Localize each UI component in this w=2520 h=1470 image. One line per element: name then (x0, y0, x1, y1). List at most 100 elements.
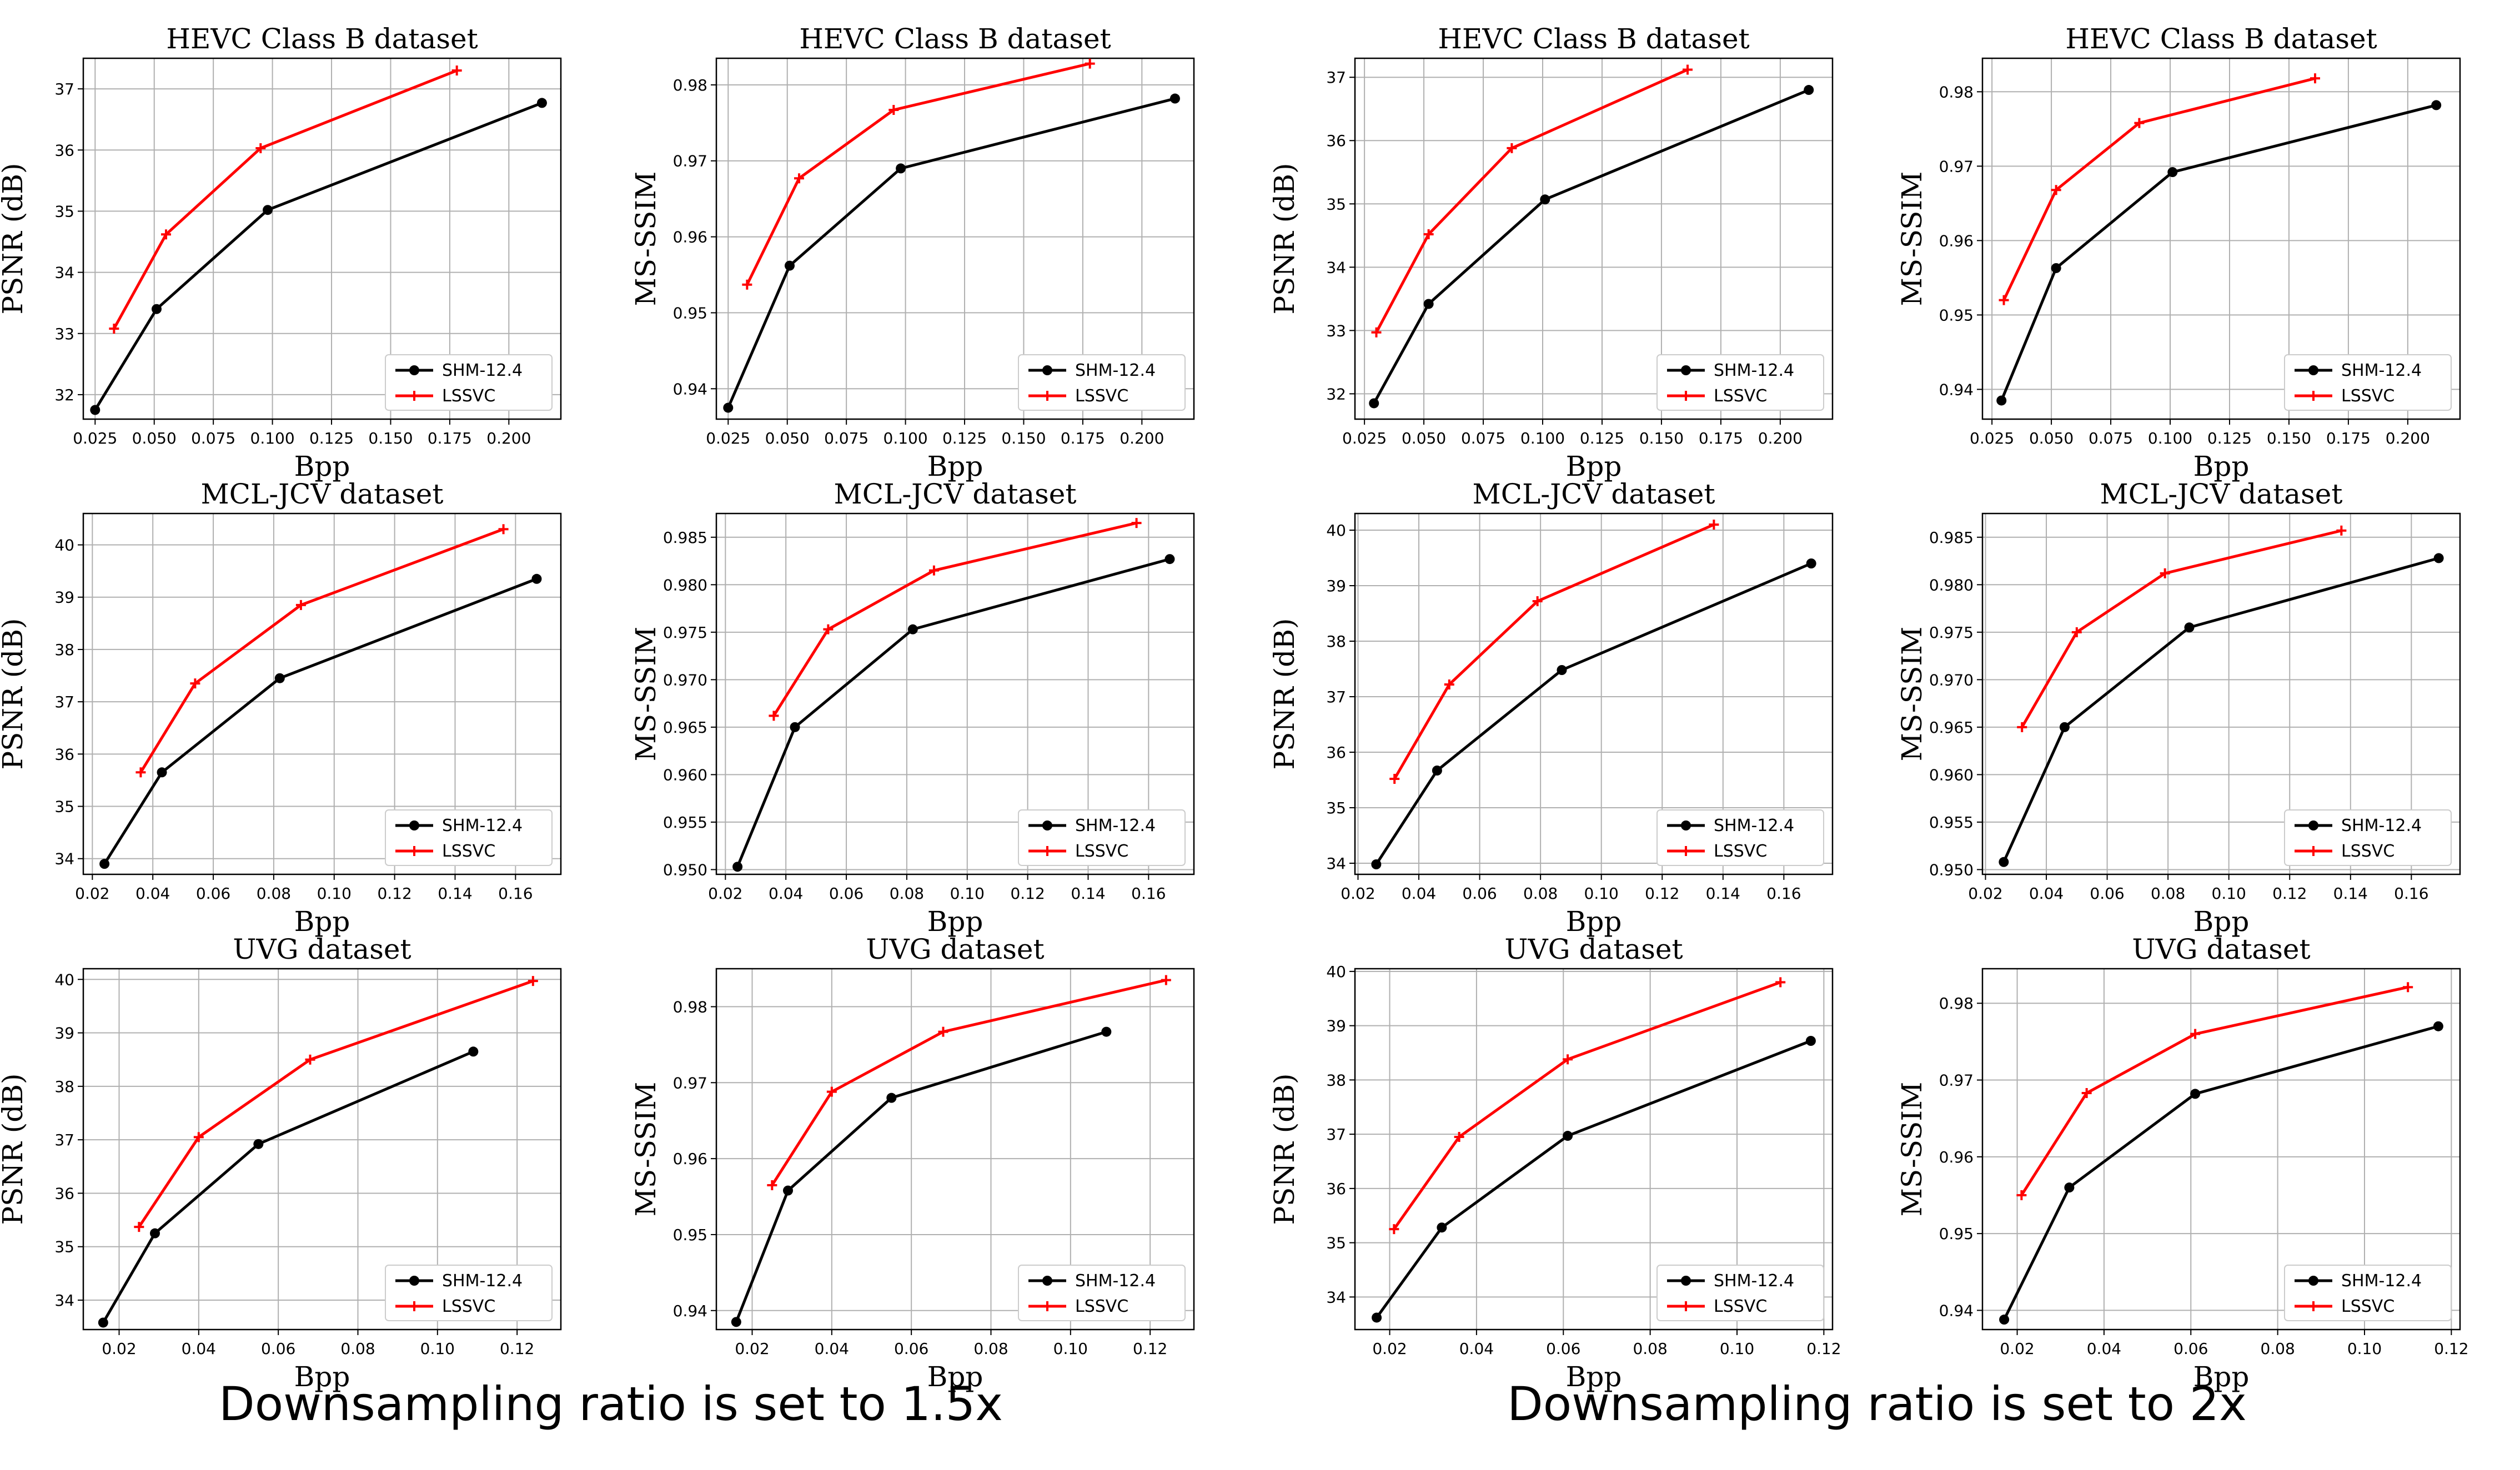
x-tick-label: 0.04 (815, 1340, 849, 1358)
x-tick-label: 0.02 (1372, 1340, 1407, 1358)
series-line (103, 577, 538, 865)
x-tick-label: 0.06 (2090, 884, 2124, 903)
plot-frame (1981, 512, 2461, 875)
data-point (742, 279, 752, 290)
y-tick-label: 35 (1326, 195, 1346, 213)
y-tick-label: 0.96 (673, 228, 707, 246)
y-tick-label: 36 (1326, 132, 1346, 150)
legend-label: LSSVC (442, 842, 495, 861)
x-tick-label: 0.150 (368, 429, 413, 447)
data-point (498, 524, 509, 535)
chart-title: HEVC Class B dataset (2065, 23, 2377, 55)
x-tick-label: 0.16 (498, 884, 533, 903)
y-tick-label: 36 (54, 141, 74, 159)
legend-label: LSSVC (2341, 1297, 2394, 1316)
chart-title: UVG dataset (233, 933, 411, 965)
data-point (2336, 525, 2347, 536)
data-point (1164, 554, 1175, 565)
chart-title: MCL-JCV dataset (1473, 478, 1715, 510)
plot-frame (1354, 512, 1834, 875)
chart-title: MCL-JCV dataset (2100, 478, 2343, 510)
data-point (1131, 518, 1142, 528)
x-tick-label: 0.10 (2212, 884, 2246, 903)
data-point (723, 402, 734, 413)
data-point (2059, 722, 2070, 732)
series-line (138, 979, 534, 1228)
data-point (826, 1086, 837, 1097)
plot-frame (1981, 57, 2461, 420)
chart-title: HEVC Class B dataset (799, 23, 1111, 55)
data-point (150, 1228, 160, 1239)
x-tick-label: 0.175 (2326, 429, 2371, 447)
y-tick-label: 35 (54, 798, 74, 816)
data-point (98, 1317, 108, 1328)
legend-label: LSSVC (1714, 1297, 1767, 1316)
data-point (888, 105, 899, 115)
plot-frame (715, 968, 1195, 1331)
data-point (1161, 975, 1171, 985)
data-point (886, 1093, 897, 1103)
legend-marker (409, 365, 419, 375)
y-tick-label: 37 (1326, 688, 1346, 706)
legend-marker (1681, 820, 1691, 830)
legend-label: SHM-12.4 (1714, 361, 1794, 380)
data-point (99, 859, 110, 869)
data-point (109, 323, 119, 334)
data-point (2081, 1088, 2092, 1099)
chart-panel: 0.02 0.04 0.06 0.08 0.10 0.12 34 35 36 37 38 39 40 UV… (1268, 933, 1841, 1393)
chart-panel: 0.02 0.04 0.06 0.08 0.10 0.12 34 35 36 37 38 39 40 UV… (0, 933, 562, 1393)
x-tick-label: 0.12 (500, 1340, 534, 1358)
y-tick-label: 35 (1326, 1234, 1346, 1252)
x-tick-label: 0.075 (1461, 429, 1505, 447)
legend-marker (2308, 820, 2318, 830)
data-point (135, 767, 146, 778)
x-tick-label: 0.12 (1645, 884, 1679, 903)
data-point (1805, 1036, 1816, 1046)
x-axis-label: Bpp (927, 450, 983, 482)
x-tick-label: 0.200 (486, 429, 531, 447)
legend-label: SHM-12.4 (1075, 361, 1156, 380)
x-tick-label: 0.050 (1402, 429, 1446, 447)
x-tick-label: 0.04 (2029, 884, 2064, 903)
legend-label: SHM-12.4 (1075, 1271, 1156, 1291)
data-point (468, 1046, 479, 1057)
chart-panel: 0.02 0.04 0.06 0.08 0.10 0.12 0.94 0.95 0.96 0.97… (630, 933, 1195, 1393)
x-tick-label: 0.04 (135, 884, 170, 903)
series-line (771, 979, 1167, 1186)
data-point (1996, 395, 2007, 406)
chart-title: UVG dataset (2132, 933, 2310, 965)
x-tick-label: 0.12 (2434, 1340, 2468, 1358)
y-tick-label: 0.970 (1929, 671, 1974, 689)
y-tick-label: 37 (1326, 68, 1346, 87)
legend-label: SHM-12.4 (1714, 1271, 1794, 1291)
chart-panel: 0.025 0.050 0.075 0.100 0.125 0.150 0.175 0.200… (1268, 23, 1834, 482)
data-point (305, 1054, 315, 1065)
x-tick-label: 0.075 (191, 429, 235, 447)
data-point (1437, 1222, 1447, 1233)
data-point (1999, 857, 2009, 867)
x-tick-label: 0.125 (1580, 429, 1624, 447)
legend-label: SHM-12.4 (1075, 816, 1156, 835)
x-tick-label: 0.025 (73, 429, 117, 447)
y-axis-label: MS-SSIM (1896, 627, 1928, 762)
x-tick-label: 0.06 (261, 1340, 295, 1358)
legend-label: SHM-12.4 (2341, 816, 2422, 835)
data-point (2051, 263, 2061, 273)
data-point (2017, 722, 2027, 732)
y-axis-label: MS-SSIM (630, 627, 662, 762)
data-point (1507, 143, 1517, 153)
legend-label: SHM-12.4 (2341, 361, 2422, 380)
data-point (1389, 774, 1400, 784)
x-tick-label: 0.04 (769, 884, 803, 903)
chart-panel: 0.02 0.04 0.06 0.08 0.10 0.12 0.94 0.95 0.96 0.97… (1896, 933, 2469, 1393)
series-line (2002, 1025, 2439, 1321)
data-point (1806, 558, 1816, 568)
y-axis-label: PSNR (dB) (0, 1074, 29, 1225)
x-axis-label: Bpp (294, 905, 350, 938)
y-tick-label: 0.955 (663, 813, 707, 832)
data-point (1371, 859, 1382, 869)
data-point (157, 767, 167, 778)
legend-label: LSSVC (1075, 1297, 1128, 1316)
x-axis-label: Bpp (1566, 450, 1622, 482)
data-point (1423, 229, 1434, 240)
